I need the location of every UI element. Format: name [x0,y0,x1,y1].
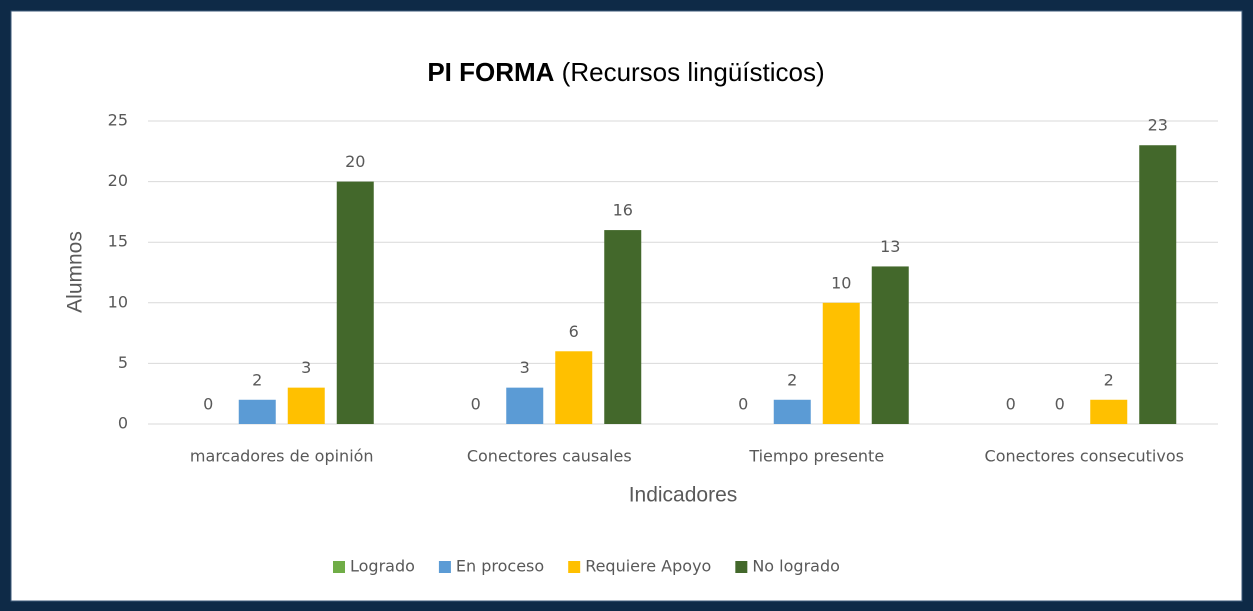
bar [238,399,276,424]
title-bold: PI FORMA [427,57,554,87]
bar [555,351,593,424]
legend-label: No logrado [752,557,840,576]
y-tick-label: 10 [108,292,128,311]
x-tick-label: marcadores de opinión [190,447,374,466]
data-label: 0 [1006,395,1016,414]
data-label: 6 [569,322,579,341]
data-label: 10 [831,273,851,292]
data-label: 0 [1055,395,1065,414]
legend-swatch [333,561,345,573]
bar [1139,145,1177,425]
y-tick-label: 15 [108,232,128,251]
data-label: 0 [471,395,481,414]
bar [773,399,811,424]
data-label: 0 [203,395,213,414]
y-tick-label: 0 [118,414,128,433]
x-tick-label: Tiempo presente [748,447,884,466]
data-label: 23 [1148,116,1168,135]
data-label: 2 [252,370,262,389]
data-label: 3 [520,358,530,377]
x-tick-label: Conectores causales [467,447,632,466]
legend-label: En proceso [456,557,544,576]
title-rest: (Recursos lingüísticos) [562,57,825,87]
bar [871,266,909,424]
y-tick-label: 5 [118,353,128,372]
legend-swatch [568,561,581,573]
legend-label: Logrado [350,557,415,576]
data-label: 13 [880,237,900,256]
legend-label: Requiere Apoyo [585,557,711,576]
data-label: 0 [738,395,748,414]
bar [1090,399,1128,424]
data-label: 20 [345,152,365,171]
bar [822,302,860,424]
data-label: 3 [301,358,311,377]
x-axis-title: Indicadores [629,484,738,507]
data-label: 16 [613,201,633,220]
y-tick-label: 20 [108,171,128,190]
legend-swatch [735,561,748,573]
x-tick-label: Conectores consecutivos [985,447,1184,466]
bar [506,387,544,424]
legend-swatch [438,561,451,573]
data-label: 2 [1104,370,1114,389]
chart-title: PI FORMA (Recursos lingüísticos) [427,57,824,87]
data-label: 2 [787,370,797,389]
bar [604,230,642,424]
y-axis-title: Alumnos [64,231,87,313]
bar [287,387,325,424]
bar [336,181,374,424]
y-tick-label: 25 [108,111,128,130]
